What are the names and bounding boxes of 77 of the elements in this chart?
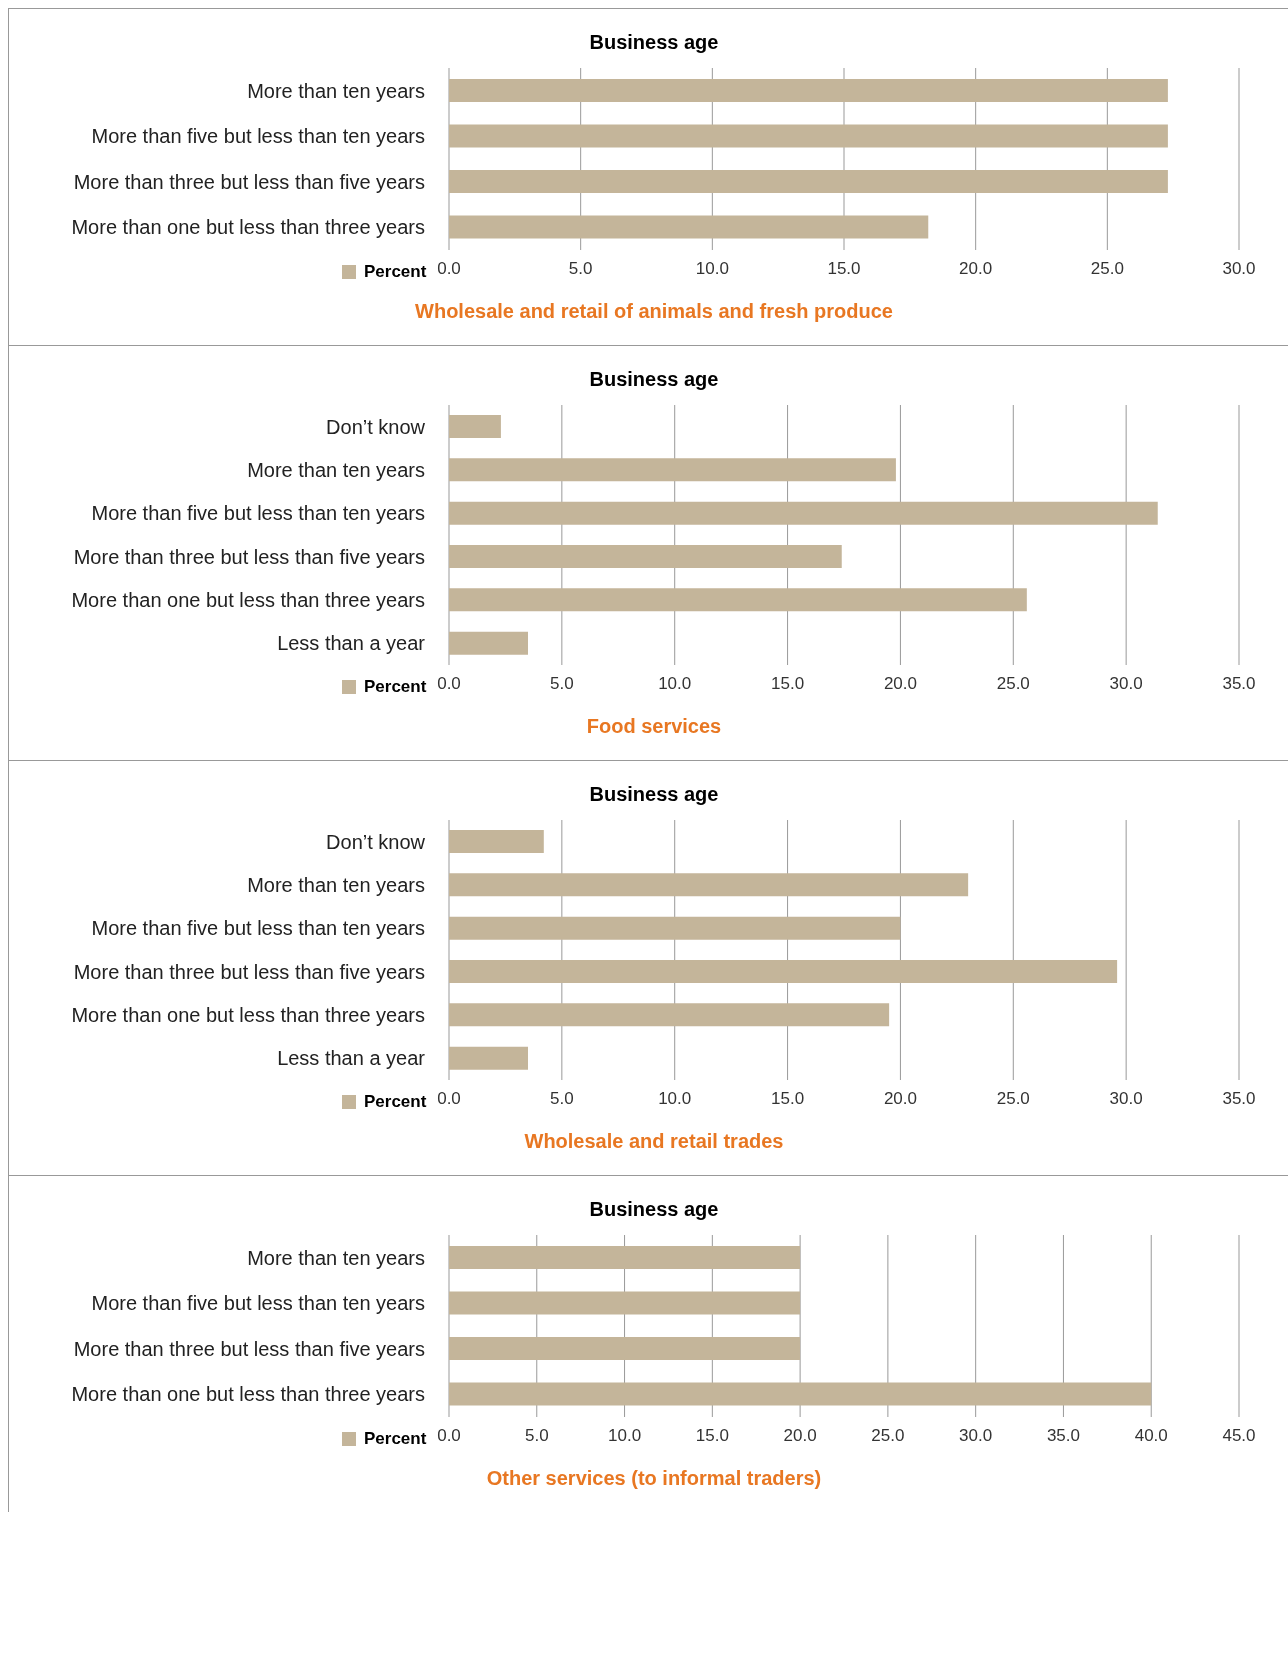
x-tick-label: 0.0 (437, 1089, 461, 1109)
y-tick-label: Don’t know (326, 830, 426, 853)
y-tick-label: More than five but less than ten years (91, 917, 425, 940)
legend-label: Percent (364, 262, 427, 282)
y-tick-label: More than three but less than five years (73, 1337, 425, 1360)
bar (449, 873, 969, 897)
x-tick-label: 25.0 (996, 1089, 1030, 1109)
y-tick-label: Less than a year (277, 632, 426, 655)
chart-title: Business age (588, 31, 720, 54)
x-tick-label: 40.0 (1134, 1426, 1168, 1446)
x-tick-label: 35.0 (1222, 1089, 1256, 1109)
x-tick-label: 0.0 (437, 1426, 461, 1446)
y-tick-label: More than three but less than five years (73, 960, 425, 983)
bar (449, 960, 1118, 983)
bar (449, 1046, 528, 1070)
bar (449, 415, 501, 438)
x-tick-label: 20.0 (783, 1426, 817, 1446)
text: Food services (585, 715, 723, 738)
y-tick-label: More than ten years (247, 874, 425, 897)
y-tick-label: More than one but less than three years (71, 1004, 425, 1027)
y-tick-label: More than five but less than ten years (91, 1292, 425, 1315)
chart-title: Business age (588, 368, 720, 391)
bar (449, 631, 528, 655)
bar (449, 916, 901, 940)
bar (449, 588, 1027, 612)
x-tick-label: 0.0 (437, 259, 461, 279)
x-tick-label: 15.0 (827, 259, 861, 279)
y-tick-label: More than five but less than ten years (91, 502, 425, 525)
x-tick-label: 30.0 (1109, 1089, 1143, 1109)
x-tick-label: 5.0 (550, 674, 574, 694)
x-tick-label: 10.0 (608, 1426, 642, 1446)
x-tick-label: 5.0 (524, 1426, 549, 1446)
y-tick-label: More than five but less than ten years (91, 125, 425, 148)
x-tick-label: 25.0 (1090, 259, 1124, 279)
x-tick-label: 10.0 (695, 259, 729, 279)
x-tick-label: 15.0 (771, 674, 805, 694)
y-tick-label: More than ten years (247, 1246, 425, 1269)
y-tick-label: More than three but less than five years (73, 170, 425, 193)
y-tick-label: Don’t know (326, 415, 426, 438)
x-tick-label: 5.0 (550, 1089, 574, 1109)
x-tick-label: 35.0 (1222, 674, 1256, 694)
x-tick-label: 30.0 (959, 1426, 993, 1446)
y-tick-label: More than ten years (247, 459, 425, 482)
x-tick-label: 10.0 (658, 674, 692, 694)
x-tick-label: 10.0 (658, 1089, 692, 1109)
y-tick-label: More than three but less than five years (73, 545, 425, 568)
x-tick-label: 35.0 (1046, 1426, 1080, 1446)
chart-title: Business age (588, 783, 720, 806)
chart-title: Business age (588, 1198, 720, 1221)
x-tick-label: 20.0 (959, 259, 993, 279)
y-tick-label: More than one but less than three years (71, 589, 425, 612)
y-tick-label: More than one but less than three years (71, 216, 425, 239)
bar (449, 830, 544, 853)
bar (449, 501, 1158, 525)
legend-label: Percent (364, 1092, 427, 1112)
text: Other services (to informal traders) (485, 1467, 823, 1490)
x-tick-label: 30.0 (1109, 674, 1143, 694)
x-tick-label: 25.0 (996, 674, 1030, 694)
bar (449, 458, 896, 482)
x-tick-label: 20.0 (883, 1089, 917, 1109)
x-tick-label: 30.0 (1222, 259, 1256, 279)
y-tick-label: Less than a year (277, 1047, 426, 1070)
text: Wholesale and retail of animals and fresh produce (414, 300, 894, 323)
bar (449, 1003, 890, 1027)
legend-label: Percent (364, 677, 427, 697)
text: Wholesale and retail trades (523, 1130, 785, 1153)
y-tick-label: More than one but less than three years (71, 1383, 425, 1406)
x-tick-label: 45.0 (1222, 1426, 1256, 1446)
x-tick-label: 20.0 (883, 674, 917, 694)
bar (449, 545, 842, 568)
y-tick-label: More than ten years (247, 79, 425, 102)
x-tick-label: 15.0 (695, 1426, 729, 1446)
x-tick-label: 0.0 (437, 674, 461, 694)
x-tick-label: 5.0 (568, 259, 593, 279)
x-tick-label: 15.0 (771, 1089, 805, 1109)
x-tick-label: 25.0 (871, 1426, 905, 1446)
legend-label: Percent (364, 1429, 427, 1449)
